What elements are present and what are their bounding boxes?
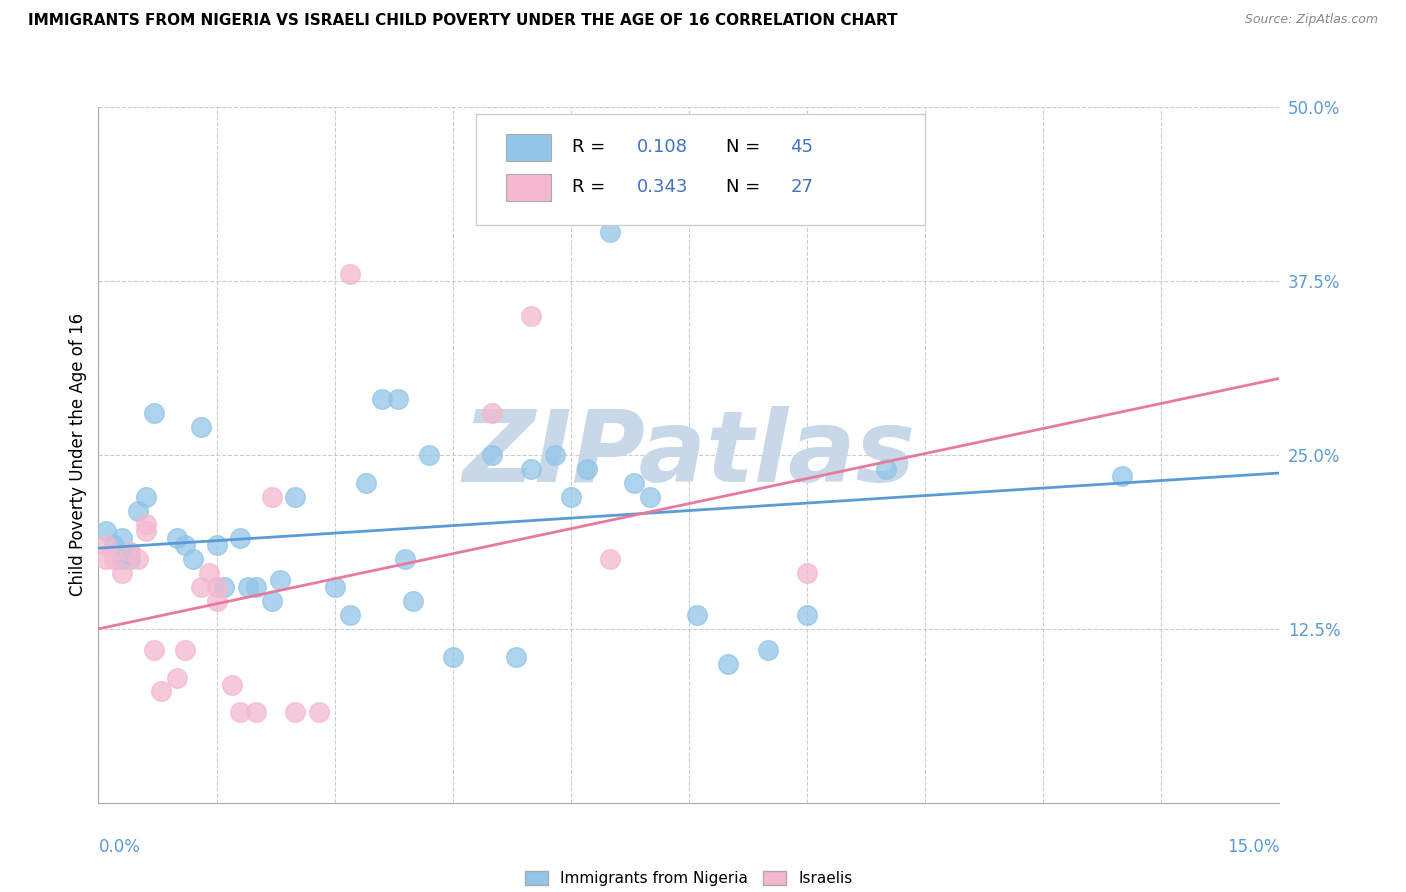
- Point: [111, 566, 134, 581]
- Point: [103, 552, 125, 566]
- Point: [560, 490, 582, 504]
- Text: R =: R =: [572, 138, 612, 156]
- Point: [197, 566, 219, 581]
- Point: [354, 475, 377, 490]
- Point: [150, 684, 173, 698]
- Point: [599, 225, 621, 239]
- Point: [190, 580, 212, 594]
- Point: [686, 607, 709, 622]
- Bar: [506, 135, 551, 161]
- Point: [418, 448, 440, 462]
- Point: [142, 406, 165, 420]
- Point: [166, 532, 188, 546]
- Point: [308, 706, 330, 720]
- Point: [229, 532, 252, 546]
- Text: 45: 45: [790, 138, 814, 156]
- Point: [118, 552, 141, 566]
- Point: [236, 580, 259, 594]
- Point: [127, 552, 149, 566]
- Legend: Immigrants from Nigeria, Israelis: Immigrants from Nigeria, Israelis: [519, 865, 859, 892]
- Point: [111, 532, 134, 546]
- Bar: [506, 174, 551, 201]
- Y-axis label: Child Poverty Under the Age of 16: Child Poverty Under the Age of 16: [69, 313, 87, 597]
- Text: ZIPatlas: ZIPatlas: [463, 407, 915, 503]
- Point: [638, 490, 661, 504]
- Text: 0.108: 0.108: [637, 138, 688, 156]
- Point: [174, 642, 197, 657]
- Point: [796, 566, 818, 581]
- Point: [205, 594, 228, 608]
- Point: [1111, 468, 1133, 483]
- Point: [544, 448, 567, 462]
- Point: [599, 552, 621, 566]
- Text: 0.0%: 0.0%: [98, 838, 141, 856]
- Point: [205, 538, 228, 552]
- Point: [481, 406, 503, 420]
- Point: [875, 462, 897, 476]
- Text: 27: 27: [790, 178, 814, 196]
- Point: [135, 524, 157, 539]
- Point: [103, 538, 125, 552]
- Point: [505, 649, 527, 664]
- Point: [118, 545, 141, 559]
- Text: N =: N =: [725, 178, 765, 196]
- Point: [96, 538, 118, 552]
- Point: [796, 607, 818, 622]
- Point: [135, 490, 157, 504]
- Point: [402, 594, 425, 608]
- Point: [520, 462, 543, 476]
- Point: [717, 657, 740, 671]
- Point: [96, 552, 118, 566]
- Text: N =: N =: [725, 138, 765, 156]
- Point: [245, 706, 267, 720]
- Point: [284, 706, 307, 720]
- Point: [205, 580, 228, 594]
- Point: [221, 677, 243, 691]
- Point: [284, 490, 307, 504]
- Text: IMMIGRANTS FROM NIGERIA VS ISRAELI CHILD POVERTY UNDER THE AGE OF 16 CORRELATION: IMMIGRANTS FROM NIGERIA VS ISRAELI CHILD…: [28, 13, 898, 29]
- Point: [323, 580, 346, 594]
- Point: [214, 580, 236, 594]
- Text: 15.0%: 15.0%: [1227, 838, 1279, 856]
- Point: [166, 671, 188, 685]
- Point: [260, 594, 283, 608]
- Point: [96, 524, 118, 539]
- Point: [623, 475, 645, 490]
- Point: [394, 552, 416, 566]
- Point: [181, 552, 204, 566]
- Text: Source: ZipAtlas.com: Source: ZipAtlas.com: [1244, 13, 1378, 27]
- Point: [520, 309, 543, 323]
- Point: [174, 538, 197, 552]
- Point: [127, 503, 149, 517]
- Point: [269, 573, 291, 587]
- Text: R =: R =: [572, 178, 612, 196]
- Point: [387, 392, 409, 407]
- Point: [441, 649, 464, 664]
- Point: [142, 642, 165, 657]
- Point: [118, 545, 141, 559]
- Point: [339, 607, 361, 622]
- Point: [756, 642, 779, 657]
- Point: [339, 267, 361, 281]
- FancyBboxPatch shape: [477, 114, 925, 226]
- Point: [481, 448, 503, 462]
- Point: [190, 420, 212, 434]
- Point: [260, 490, 283, 504]
- Text: 0.343: 0.343: [637, 178, 689, 196]
- Point: [371, 392, 394, 407]
- Point: [245, 580, 267, 594]
- Point: [135, 517, 157, 532]
- Point: [229, 706, 252, 720]
- Point: [575, 462, 598, 476]
- Point: [111, 552, 134, 566]
